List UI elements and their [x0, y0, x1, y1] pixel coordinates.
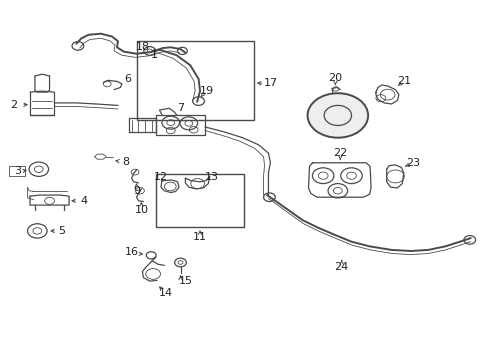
Text: 8: 8: [122, 157, 129, 167]
Text: 5: 5: [58, 226, 65, 236]
Text: 7: 7: [177, 103, 184, 113]
Text: 13: 13: [205, 172, 219, 182]
Circle shape: [308, 93, 368, 138]
Bar: [9, 166, 25, 176]
Text: 1: 1: [151, 50, 158, 60]
Text: 20: 20: [328, 73, 343, 83]
Text: 22: 22: [333, 148, 347, 158]
Text: 24: 24: [335, 262, 349, 272]
Text: 18: 18: [135, 42, 149, 51]
Text: 6: 6: [124, 74, 131, 84]
Text: 9: 9: [133, 186, 140, 196]
Text: 12: 12: [154, 172, 168, 182]
Text: 14: 14: [159, 288, 173, 298]
Text: 17: 17: [263, 78, 277, 88]
Text: 11: 11: [193, 232, 207, 242]
Bar: [156, 174, 244, 227]
Bar: [137, 41, 254, 120]
Text: 10: 10: [134, 206, 148, 216]
Text: 19: 19: [200, 86, 214, 96]
Text: 23: 23: [407, 158, 420, 168]
Text: 3: 3: [14, 166, 21, 176]
Text: 2: 2: [10, 100, 18, 110]
Text: 21: 21: [397, 76, 411, 86]
Text: 15: 15: [178, 276, 193, 286]
Text: 16: 16: [124, 247, 139, 257]
Text: 4: 4: [80, 196, 87, 206]
